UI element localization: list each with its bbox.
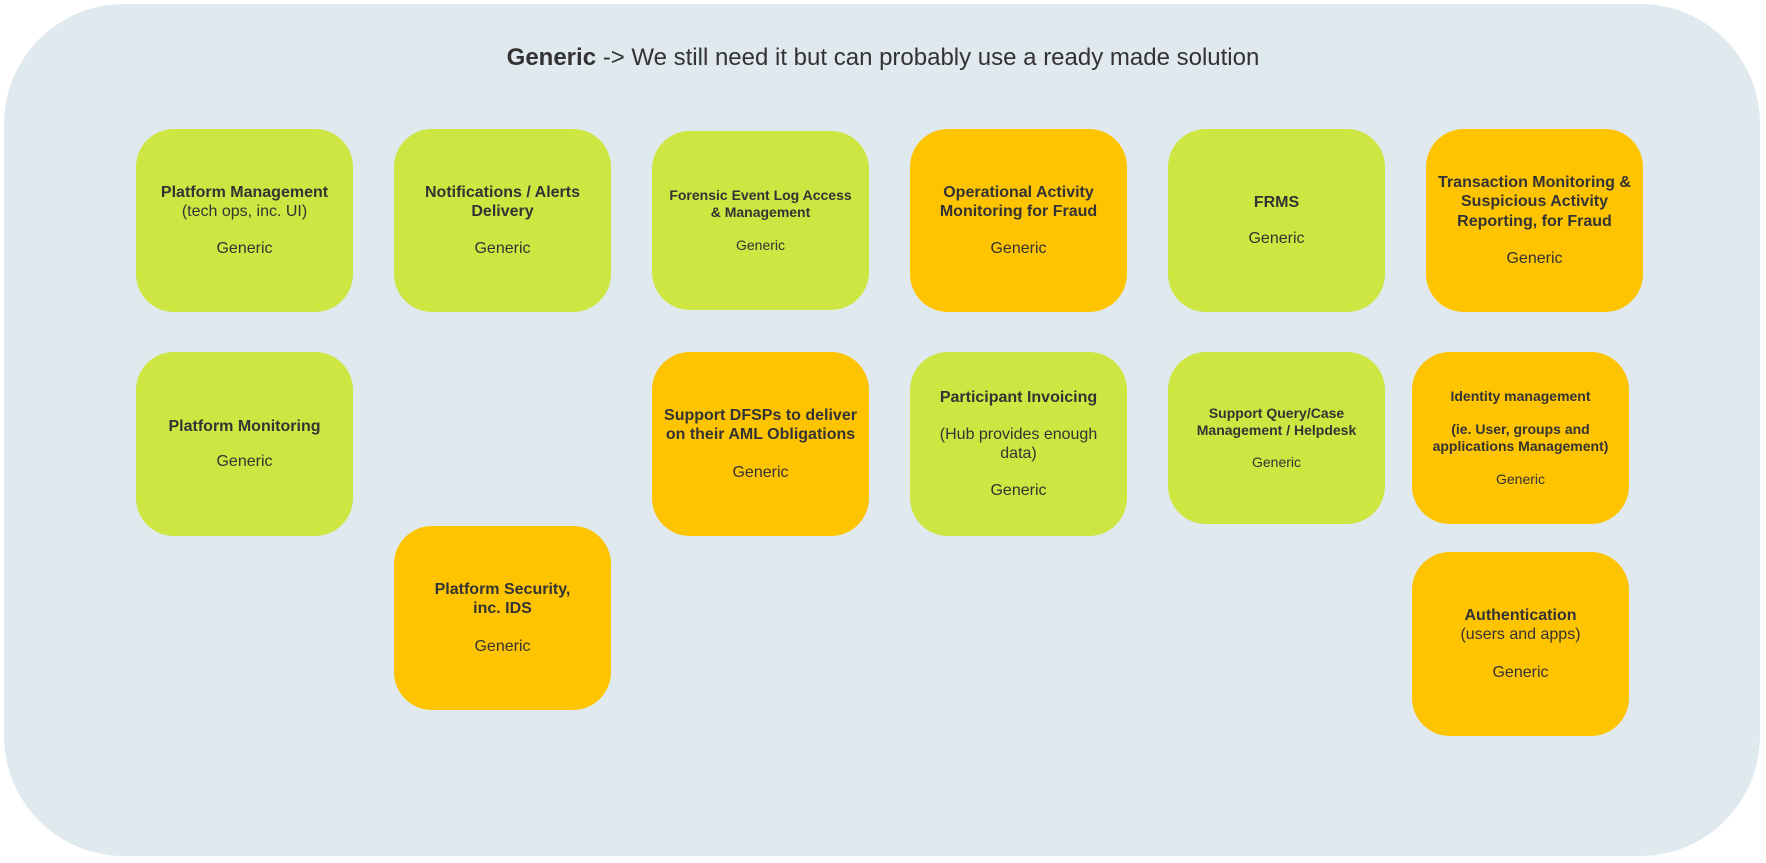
box-forensic-event-log: Forensic Event Log Access & Management G…	[652, 131, 869, 310]
box-subtitle: (users and apps)	[1460, 626, 1581, 644]
box-tag: Generic	[1506, 249, 1563, 267]
box-title-line2: on their AML Obligations	[665, 426, 856, 444]
box-tag: Generic	[990, 240, 1047, 258]
box-tag: Generic	[474, 240, 531, 258]
box-title: Identity management	[1450, 388, 1591, 405]
box-support-dfsps: Support DFSPs to deliver on their AML Ob…	[652, 352, 869, 536]
title-rest: -> We still need it but can probably use…	[596, 44, 1260, 71]
box-frms: FRMS Generic	[1168, 129, 1385, 312]
box-title-line2: Delivery	[471, 202, 534, 220]
box-subtitle-line2: applications Management)	[1432, 438, 1609, 454]
box-tag: Generic	[735, 236, 786, 253]
box-tag: Generic	[1495, 470, 1546, 487]
box-tag: Generic	[1492, 663, 1549, 681]
box-subtitle-line1: (ie. User, groups and	[1451, 421, 1590, 438]
box-title: FRMS	[1253, 194, 1300, 212]
box-title-line2: inc. IDS	[473, 600, 532, 618]
box-subtitle-line1: (Hub provides enough	[939, 425, 1098, 443]
box-notifications-alerts: Notifications / Alerts Delivery Generic	[394, 129, 611, 312]
box-title-line1: Support DFSPs to deliver	[664, 407, 857, 425]
box-title-line2: Monitoring for Fraud	[939, 202, 1098, 220]
box-tag: Generic	[1251, 454, 1302, 471]
box-title-line3: Reporting, for Fraud	[1457, 212, 1612, 230]
box-title-line1: Notifications / Alerts	[425, 183, 580, 201]
box-tag: Generic	[990, 482, 1047, 500]
box-participant-invoicing: Participant Invoicing (Hub provides enou…	[910, 352, 1127, 536]
box-subtitle: (tech ops, inc. UI)	[181, 202, 308, 220]
box-title-line1: Operational Activity	[943, 183, 1094, 201]
box-identity-management: Identity management (ie. User, groups an…	[1412, 352, 1629, 524]
box-operational-activity: Operational Activity Monitoring for Frau…	[910, 129, 1127, 312]
box-title-line2: Management / Helpdesk	[1196, 421, 1357, 438]
box-title: Participant Invoicing	[939, 388, 1098, 406]
box-title-line1: Forensic Event Log Access	[669, 187, 852, 204]
box-title-line1: Transaction Monitoring &	[1438, 174, 1631, 192]
box-title-line2: Suspicious Activity	[1461, 193, 1608, 211]
box-support-query: Support Query/Case Management / Helpdesk…	[1168, 352, 1385, 524]
box-transaction-monitoring: Transaction Monitoring & Suspicious Acti…	[1426, 129, 1643, 312]
box-tag: Generic	[732, 463, 789, 481]
box-platform-security: Platform Security, inc. IDS Generic	[394, 526, 611, 710]
box-subtitle-line2: data)	[1000, 445, 1037, 462]
box-platform-monitoring: Platform Monitoring Generic	[136, 352, 353, 536]
box-title: Authentication	[1464, 607, 1577, 625]
box-tag: Generic	[216, 453, 273, 470]
box-tag: Generic	[1248, 229, 1305, 247]
box-title: Platform Monitoring	[168, 417, 321, 435]
box-tag: Generic	[216, 240, 273, 258]
box-title-line1: Support Query/Case	[1208, 404, 1345, 421]
box-tag: Generic	[474, 637, 531, 655]
box-title-line2: & Management	[710, 204, 811, 221]
box-title-line1: Platform Security,	[434, 581, 571, 599]
box-title: Platform Management	[160, 183, 329, 201]
diagram-title: Generic -> We still need it but can prob…	[0, 44, 1766, 72]
title-bold: Generic	[506, 44, 597, 71]
box-platform-management: Platform Management (tech ops, inc. UI) …	[136, 129, 353, 312]
box-authentication: Authentication (users and apps) Generic	[1412, 552, 1629, 736]
